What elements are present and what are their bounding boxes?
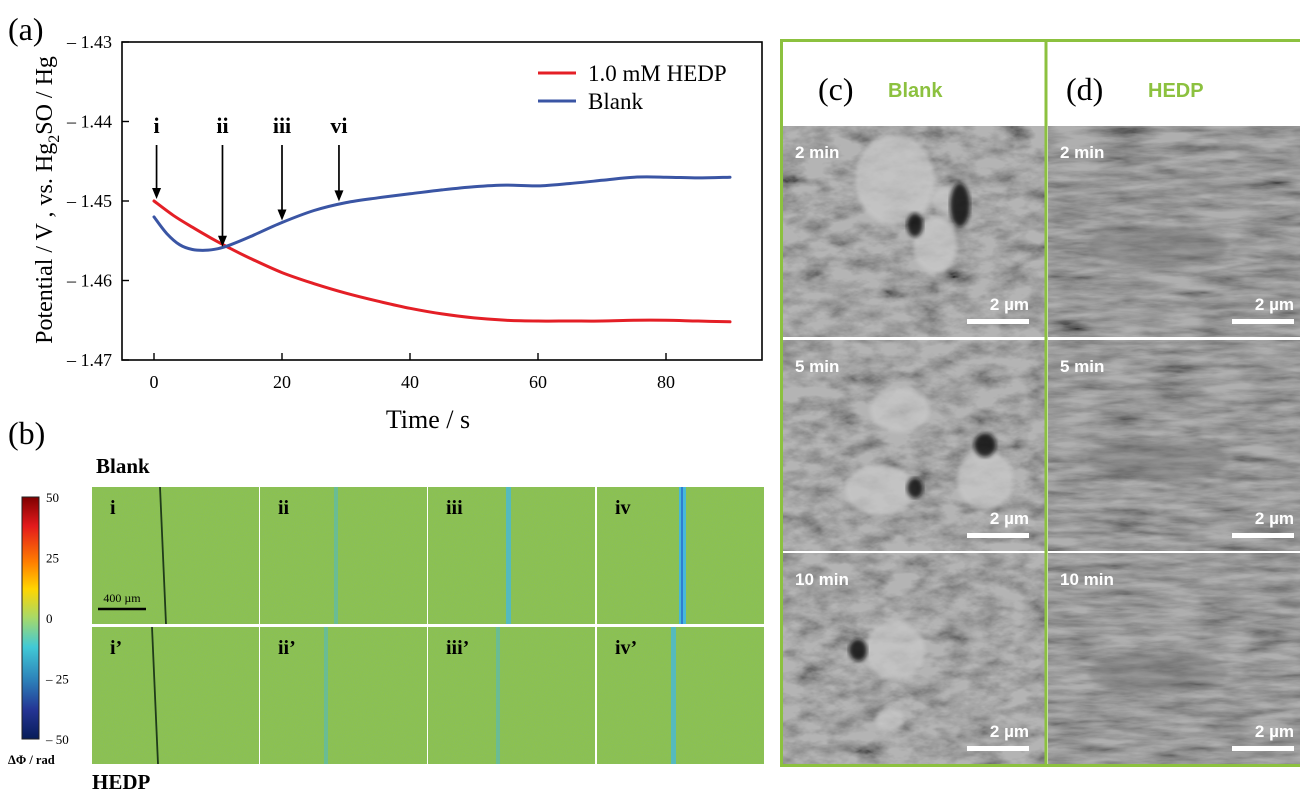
annotation-arrow-head bbox=[334, 190, 343, 201]
sem-time-label: 10 min bbox=[795, 570, 849, 589]
sem-pit bbox=[950, 183, 970, 227]
row-label-blank: Blank bbox=[96, 454, 150, 478]
colorbar-tick-label: – 25 bbox=[45, 672, 69, 687]
sem-time-label: 2 min bbox=[1060, 143, 1104, 162]
frame-label: iii bbox=[446, 497, 463, 519]
sem-scale-label: 2 µm bbox=[1255, 509, 1294, 528]
sem-pit bbox=[907, 478, 923, 498]
sem-scale-label: 2 µm bbox=[990, 295, 1029, 314]
x-tick-label: 0 bbox=[150, 372, 159, 392]
colorbar-ticks: 50 25 0 – 25 – 50 bbox=[45, 490, 69, 747]
interface-band bbox=[334, 487, 338, 624]
frame-label: ii bbox=[278, 497, 290, 519]
y-tick-label: – 1.45 bbox=[66, 191, 112, 211]
row-label-hedp: HEDP bbox=[92, 770, 151, 794]
sem-scale-bar bbox=[1232, 319, 1294, 324]
sem-pit bbox=[907, 213, 923, 237]
interface-band bbox=[324, 627, 328, 764]
colorbar-tick-label: 0 bbox=[46, 611, 53, 626]
frame-label: i’ bbox=[110, 637, 122, 659]
interface-band bbox=[506, 487, 511, 624]
x-tick-label: 60 bbox=[529, 372, 547, 392]
series-line-blank bbox=[154, 177, 730, 250]
sem-streak bbox=[1088, 226, 1228, 266]
panel-a: (a) – 1.43 – 1.44 – 1.45 – 1.46 – 1.47 0 20 40… bbox=[8, 11, 762, 434]
frame-label: iv’ bbox=[615, 637, 637, 659]
colorbar-tick-label: – 50 bbox=[45, 732, 69, 747]
sem-deposit bbox=[845, 465, 915, 515]
annotation-arrow-head bbox=[152, 188, 161, 199]
sem-time-label: 5 min bbox=[1060, 357, 1104, 376]
sem-deposit bbox=[876, 708, 904, 732]
sem-time-label: 2 min bbox=[795, 143, 839, 162]
panel-c-label: (c) bbox=[818, 71, 854, 107]
sem-scale-bar bbox=[967, 319, 1029, 324]
annotation-label: i bbox=[153, 113, 159, 138]
sem-time-label: 10 min bbox=[1060, 570, 1114, 589]
interface-band bbox=[496, 627, 500, 764]
sem-time-label: 5 min bbox=[795, 357, 839, 376]
y-tick-label: – 1.43 bbox=[66, 32, 112, 52]
sem-scale-label: 2 µm bbox=[1255, 295, 1294, 314]
frame-label: iv bbox=[615, 497, 631, 519]
sem-streak bbox=[1088, 653, 1228, 693]
x-tick-label: 20 bbox=[273, 372, 291, 392]
colorbar-title: ΔΦ / rad bbox=[8, 753, 55, 767]
colorbar bbox=[22, 497, 39, 739]
frame-label: ii’ bbox=[278, 637, 296, 659]
sem-deposit bbox=[855, 135, 935, 225]
x-tick-label: 80 bbox=[657, 372, 675, 392]
sem-deposit bbox=[957, 450, 1013, 510]
legend-label-blank: Blank bbox=[588, 89, 643, 114]
phase-frames: i ii iii ivi’ ii’ iii’ iv’ bbox=[92, 487, 764, 764]
x-tick-label: 40 bbox=[401, 372, 419, 392]
panel-c-title: Blank bbox=[888, 80, 943, 102]
interface-band-core bbox=[681, 487, 683, 624]
annotation-label: iii bbox=[273, 113, 291, 138]
sem-tiles: 2 min 2 µm 5 min 2 µm 10 min 2 µm 2 min 2 µm 5 m… bbox=[783, 126, 1300, 764]
panel-a-label: (a) bbox=[8, 11, 44, 47]
y-axis-label: Potential / V , vs. Hg2SO / Hg bbox=[32, 56, 63, 344]
interface-band bbox=[671, 627, 676, 764]
legend-label-hedp: 1.0 mM HEDP bbox=[588, 61, 727, 86]
legend: 1.0 mM HEDP Blank bbox=[538, 61, 727, 114]
annotation-layer: i ii iii vi bbox=[152, 113, 347, 247]
colorbar-tick-label: 50 bbox=[46, 490, 59, 505]
annotation-arrow-head bbox=[278, 209, 287, 220]
sem-deposit bbox=[865, 620, 925, 680]
sem-scale-bar bbox=[1232, 533, 1294, 538]
sem-pit bbox=[974, 433, 996, 457]
frame-label: i bbox=[110, 497, 116, 519]
sem-scale-label: 2 µm bbox=[1255, 722, 1294, 741]
x-axis-ticks: 0 20 40 60 80 bbox=[150, 353, 676, 392]
series-line-hedp bbox=[154, 201, 730, 322]
frame-label: iii’ bbox=[446, 637, 469, 659]
y-axis-ticks: – 1.43 – 1.44 – 1.45 – 1.46 – 1.47 bbox=[66, 32, 129, 370]
sem-scale-bar bbox=[1232, 746, 1294, 751]
scale-bar-label: 400 µm bbox=[103, 591, 141, 605]
panel-sem-grid: 2 min 2 µm 5 min 2 µm 10 min 2 µm 2 min 2 µm 5 m… bbox=[780, 40, 1300, 790]
sem-scale-bar bbox=[967, 746, 1029, 751]
panel-d-title: HEDP bbox=[1148, 80, 1204, 102]
sem-pit bbox=[849, 639, 867, 661]
panel-b-label: (b) bbox=[8, 415, 45, 451]
annotation-label: vi bbox=[330, 113, 347, 138]
sem-scale-label: 2 µm bbox=[990, 722, 1029, 741]
plot-frame bbox=[122, 42, 762, 360]
colorbar-tick-label: 25 bbox=[46, 551, 59, 566]
y-tick-label: – 1.46 bbox=[66, 271, 112, 291]
sem-scale-bar bbox=[967, 533, 1029, 538]
sem-streak bbox=[1088, 440, 1228, 480]
y-tick-label: – 1.47 bbox=[66, 350, 112, 370]
panel-d-label: (d) bbox=[1066, 71, 1103, 107]
sem-deposit bbox=[870, 388, 930, 432]
y-tick-label: – 1.44 bbox=[66, 112, 112, 132]
sem-scale-label: 2 µm bbox=[990, 509, 1029, 528]
series-layer bbox=[154, 177, 730, 322]
annotation-label: ii bbox=[216, 113, 228, 138]
x-axis-label: Time / s bbox=[386, 405, 470, 434]
